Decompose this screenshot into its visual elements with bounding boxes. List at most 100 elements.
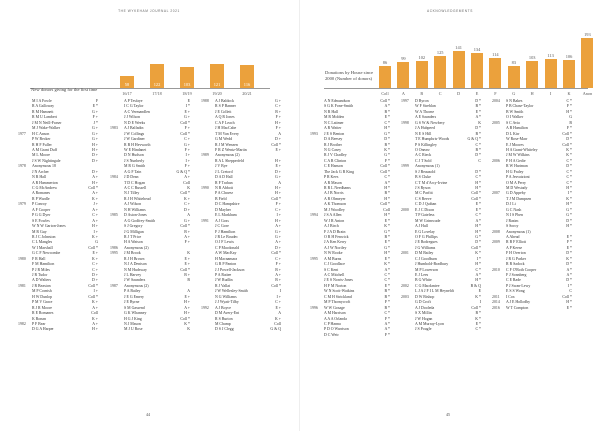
donor-house: A xyxy=(187,213,190,218)
donor-name: J S Ryson xyxy=(415,186,431,190)
donor-name: F J Hamilton xyxy=(215,229,236,234)
donor-year: 1982 xyxy=(18,321,26,326)
donor-house: D * xyxy=(475,169,481,174)
donor-row: 1991 A J Goss H + xyxy=(201,219,281,224)
donor-house: Coll * xyxy=(271,251,281,256)
donor-house: C + xyxy=(275,207,281,212)
bar-value-label: 83 xyxy=(511,60,516,66)
donor-name: R W Hartman xyxy=(506,164,528,169)
donor-house: E * xyxy=(384,240,390,245)
category-label: H xyxy=(530,91,534,96)
donor-row: M R Molden E * xyxy=(310,115,390,120)
donor-name: J Rasim xyxy=(506,218,519,223)
donor-name: A Q R Jones xyxy=(215,115,235,120)
donor-row: J N Archer D + xyxy=(18,170,98,175)
running-head: ACKNOWLEDGEMENTS xyxy=(427,9,473,13)
donor-name: T M Van Every xyxy=(215,131,239,136)
donor-house: A * xyxy=(475,273,481,277)
bar-value-label: 114 xyxy=(492,52,499,58)
running-head: THE WYKEHAM JOURNAL 2021 xyxy=(118,9,180,13)
donor-house: H * xyxy=(384,251,390,256)
donor-row: D N Hudson I + xyxy=(110,153,190,158)
donor-house: Coll * xyxy=(180,316,190,321)
donor-house: B * xyxy=(475,311,481,316)
donor-name: C G McAndrew xyxy=(32,186,58,190)
donor-year: 1981 xyxy=(18,283,26,288)
donor-name: C F O'Roth Cooper xyxy=(506,267,537,272)
donor-house: H * xyxy=(475,229,481,234)
donor-column: A N Edmundson Coll * S G K Fone-Smith A * N … xyxy=(310,99,390,338)
donor-house: B * xyxy=(384,142,390,147)
donor-name: J E Byrne xyxy=(124,300,140,305)
bar-value-label: 193 xyxy=(584,31,591,37)
donor-row: M Champ Coll xyxy=(201,322,281,327)
donor-house: G * xyxy=(384,153,390,158)
donor-row: D Mayher C + xyxy=(201,208,281,213)
donor-row: 2003 D W Bishop K * xyxy=(401,295,481,300)
donor-name: C E Hanson xyxy=(324,164,343,169)
donor-year: 1990 xyxy=(201,186,209,190)
donor-house: K xyxy=(187,251,190,256)
donor-row: R A Galloway E * xyxy=(18,104,98,109)
donor-name: N G Williams xyxy=(215,294,237,299)
donor-house: G + xyxy=(275,229,281,234)
donor-house: K * xyxy=(566,256,572,261)
donor-row: J J Wyatt-Tilby C + xyxy=(201,300,281,305)
donor-row: 1984 J D Dean A + xyxy=(110,175,190,180)
donor-row: J S Pougle C * xyxy=(401,327,481,332)
donor-house: A * xyxy=(475,218,481,223)
donor-name: S J Beauzold xyxy=(415,169,436,174)
donor-row: 2008 Anonymous (1) xyxy=(492,230,572,235)
bar-value-label: 134 xyxy=(473,47,481,53)
donor-name: S M Gassend xyxy=(124,305,145,310)
donor-house: F * xyxy=(384,158,390,163)
bar-value-label: 103 xyxy=(528,55,536,61)
donor-name: F R Z Wentz-Martin xyxy=(215,147,247,152)
donor-name: A K Thomson xyxy=(324,202,346,207)
donor-year: 2002 xyxy=(401,283,409,288)
chart-baseline xyxy=(30,88,270,89)
donor-name: H F M Norton xyxy=(324,283,347,288)
donor-row: F J Sonnberg A * xyxy=(492,273,572,278)
donor-house: A + xyxy=(275,240,281,245)
category-label: Coll xyxy=(381,91,389,96)
donor-row: J C Gore A + xyxy=(201,224,281,229)
donor-row: A D Walters D + xyxy=(18,278,98,283)
chart-bar xyxy=(434,55,447,88)
donor-row: E J Lees A * xyxy=(401,273,481,278)
donor-row: P G G Dyer C + xyxy=(18,213,98,218)
donor-name: J M W Wilkins xyxy=(506,153,530,158)
page-number: 44 xyxy=(146,412,150,417)
donor-name: A A A Orlanda xyxy=(324,316,347,321)
bar-value-label: 125 xyxy=(436,49,444,55)
donor-row: S X Millin B * xyxy=(401,311,481,316)
donor-house: C * xyxy=(566,175,572,180)
donor-name: J E G Emery xyxy=(124,294,144,299)
donor-house: A + xyxy=(275,224,281,229)
donor-year: 1980 xyxy=(18,256,26,261)
donor-house: F + xyxy=(184,164,190,169)
donor-row: N H Williams D + xyxy=(110,208,190,213)
donor-year: 1991 xyxy=(201,218,209,223)
donor-name: R R Sadock xyxy=(506,262,525,267)
donor-name: A Ahead xyxy=(506,234,520,239)
donor-house: B * xyxy=(384,305,390,310)
donor-house: K + xyxy=(92,300,98,305)
donor-house: A * xyxy=(475,115,481,120)
category-label: K xyxy=(567,91,571,96)
donor-row: R B H Hevworth G + xyxy=(110,143,190,148)
donor-row: M J Woodley Coll xyxy=(310,208,390,213)
donor-house: I + xyxy=(185,153,190,158)
donor-row: A C Rieck D * xyxy=(401,153,481,158)
donor-house: E + xyxy=(275,305,281,310)
donor-house: G + xyxy=(184,115,190,120)
donor-row: O I Walker G xyxy=(492,115,572,120)
donor-row: F H Overton D * xyxy=(492,251,572,256)
donor-name: Anonymous (1) xyxy=(415,164,440,169)
donor-name: A J Dooleda xyxy=(415,305,435,310)
donor-row: O F G Phillips G * xyxy=(401,235,481,240)
donor-row: J L Cretord D + xyxy=(201,170,281,175)
donor-name: M D Westady xyxy=(506,186,528,190)
donor-row: R H F Fuller H + xyxy=(18,143,98,148)
donor-row: C J Goodlace K * xyxy=(310,262,390,267)
